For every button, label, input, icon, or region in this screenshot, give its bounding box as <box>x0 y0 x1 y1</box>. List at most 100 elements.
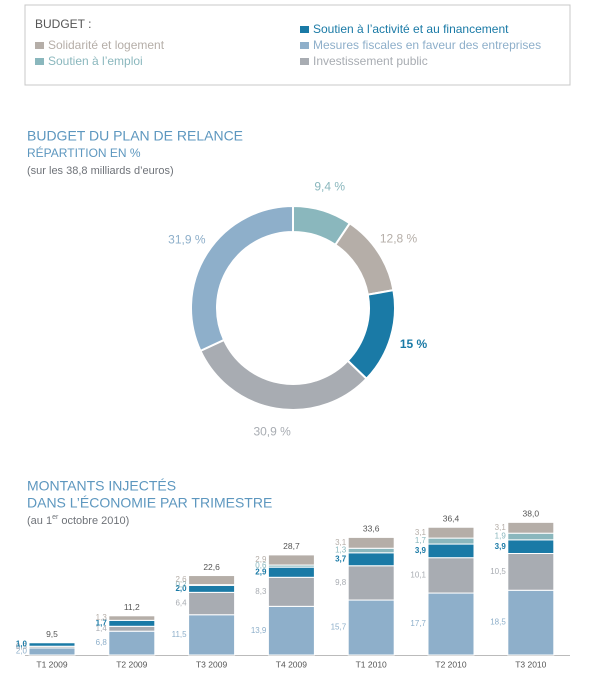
bar-segment <box>427 543 475 559</box>
bar-segment <box>108 619 156 627</box>
total-label: 11,2 <box>124 602 140 612</box>
value-label: 1,4 <box>96 624 108 633</box>
bar-segment <box>507 539 555 554</box>
bar-segment <box>507 521 555 534</box>
bar-segment <box>347 547 395 554</box>
bar-segment <box>108 615 156 621</box>
bar-segment <box>347 552 395 567</box>
value-label: 0,6 <box>255 561 267 570</box>
total-label: 28,7 <box>283 541 300 551</box>
value-label: 0,5 <box>16 642 28 651</box>
donut-slice <box>190 204 294 353</box>
legend-swatch <box>35 58 44 65</box>
value-label: 8,3 <box>255 587 267 596</box>
value-label: 2,6 <box>175 575 187 584</box>
value-label: 2,9 <box>255 567 267 576</box>
bar-segment <box>188 584 236 593</box>
value-label: 9,8 <box>335 578 347 587</box>
bar-segment <box>507 589 555 656</box>
legend-swatch <box>300 58 309 65</box>
bar-segment <box>507 553 555 591</box>
bar-segment <box>28 642 76 647</box>
x-tick-label: T3 2010 <box>515 659 546 669</box>
value-label: 15,7 <box>331 623 347 632</box>
x-tick-label: T3 2009 <box>196 659 227 669</box>
bar-segment <box>267 576 315 607</box>
value-label: 1,0 <box>16 640 28 649</box>
bar-segment <box>267 605 315 656</box>
value-label: 11,5 <box>172 630 188 639</box>
legend-swatch <box>300 42 309 49</box>
value-label: 3,1 <box>335 538 347 547</box>
legend-box <box>24 4 571 86</box>
note-part: octobre 2010) <box>58 515 129 527</box>
value-label: 1,3 <box>96 613 108 622</box>
value-label: 1,3 <box>335 546 347 555</box>
bar-segment <box>427 592 475 656</box>
value-label: 2,9 <box>255 555 267 564</box>
x-tick-label: T1 2009 <box>36 659 67 669</box>
slice-label: 30,9 % <box>253 424 291 438</box>
value-label: 3,9 <box>415 546 427 555</box>
slice-label: 12,8 % <box>380 231 418 245</box>
legend-label: Mesures fiscales en faveur des entrepris… <box>313 38 541 52</box>
total-label: 22,6 <box>203 562 220 572</box>
bar-segment <box>427 557 475 594</box>
bar-segment <box>427 526 475 539</box>
bar-segment <box>347 536 395 549</box>
bar-segment <box>188 575 236 586</box>
total-label: 9,5 <box>46 629 58 639</box>
slice-label: 15 % <box>400 337 428 351</box>
x-tick-label: T2 2009 <box>116 659 147 669</box>
bar-subtitle: DANS L’ÉCONOMIE PAR TRIMESTRE <box>27 495 272 511</box>
value-label: 3,9 <box>495 542 507 551</box>
x-tick-label: T1 2010 <box>356 659 387 669</box>
bar-segment <box>28 647 76 656</box>
donut-slice <box>346 288 396 381</box>
bar-segment <box>347 565 395 601</box>
x-tick-label: T4 2009 <box>276 659 307 669</box>
donut-note: (sur les 38,8 milliards d’euros) <box>27 165 174 177</box>
bar-note: (au 1er octobre 2010) <box>27 514 129 527</box>
donut-title: BUDGET DU PLAN DE RELANCE <box>27 128 243 144</box>
bar-segment <box>347 599 395 656</box>
note-sup: er <box>52 514 59 521</box>
bar-segment <box>427 537 475 545</box>
value-label: 13,9 <box>251 626 267 635</box>
value-label: 17,7 <box>410 619 426 628</box>
value-label: 3,1 <box>415 528 427 537</box>
legend-label: Soutien à l’emploi <box>48 54 143 68</box>
total-label: 36,4 <box>443 514 460 524</box>
bar-segment <box>507 532 555 541</box>
legend-swatch <box>300 26 309 33</box>
value-label: 1,9 <box>495 532 507 541</box>
legend-label: Soutien à l’activité et au financement <box>313 22 509 36</box>
total-label: 33,6 <box>363 524 380 534</box>
donut-slice <box>199 338 368 411</box>
value-label: 6,4 <box>175 599 187 608</box>
value-label: 3,7 <box>335 554 347 563</box>
bar-segment <box>267 566 315 578</box>
total-label: 38,0 <box>523 509 540 519</box>
note-part: (au 1 <box>27 515 52 527</box>
value-label: 10,1 <box>410 570 426 579</box>
value-label: 1,7 <box>96 618 108 627</box>
value-label: 18,5 <box>490 618 506 627</box>
x-tick-label: T2 2010 <box>435 659 466 669</box>
slice-label: 9,4 % <box>314 180 345 194</box>
legend-swatch <box>35 42 44 49</box>
legend-label: Investissement public <box>313 54 428 68</box>
bar-title: MONTANTS INJECTÉS <box>27 478 176 494</box>
value-label: 1,7 <box>415 536 427 545</box>
value-label: 3,1 <box>495 523 507 532</box>
bar-segment <box>188 591 236 616</box>
value-label: 6,8 <box>96 638 108 647</box>
donut-subtitle: RÉPARTITION EN % <box>27 145 141 160</box>
legend-title: BUDGET : <box>35 17 91 31</box>
slice-label: 31,9 % <box>168 232 206 246</box>
value-label: 2,0 <box>175 584 187 593</box>
bar-segment <box>267 554 315 566</box>
legend-label: Solidarité et logement <box>48 38 165 52</box>
bar-segment <box>108 625 156 632</box>
